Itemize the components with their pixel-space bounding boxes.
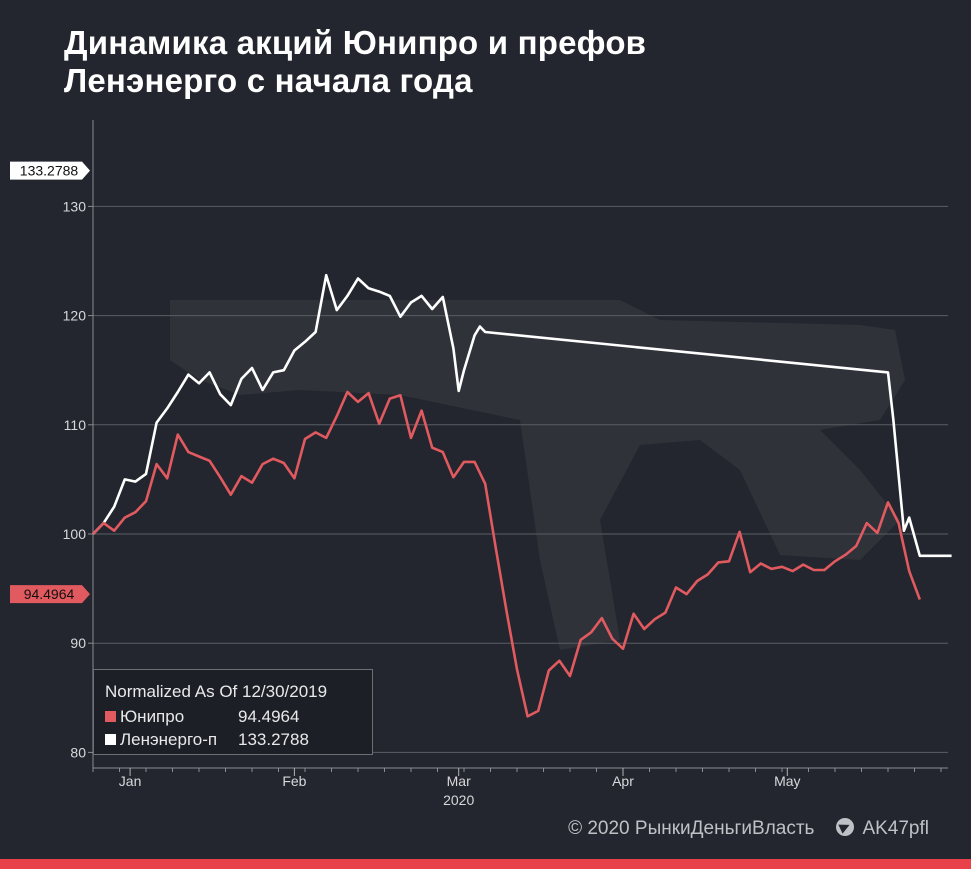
legend-item-lenenergo: Ленэнерго-п 133.2788 — [105, 730, 309, 750]
y-tick-label-100: 100 — [63, 526, 87, 542]
footer-credits: © 2020 РынкиДеньгиВласть AK47pfl — [568, 818, 929, 840]
y-tick-label-130: 130 — [63, 198, 87, 214]
x-tick-label-apr: Apr — [612, 773, 634, 789]
chart-legend: Normalized As Of 12/30/2019 Юнипро 94.496… — [93, 669, 373, 755]
y-tick-label-90: 90 — [70, 635, 86, 651]
telegram-channel-link[interactable]: AK47pfl — [862, 818, 929, 839]
x-tick-label-mar: Mar — [447, 773, 471, 789]
watermark-silhouette — [170, 300, 905, 650]
last-value-tag-lenenergo-shape — [10, 161, 90, 180]
last-value-tag-unipro-shape — [10, 585, 90, 604]
last-value-tag-lenenergo: 133.2788 — [20, 163, 79, 179]
legend-value-unipro: 94.4964 — [238, 707, 300, 726]
chart-title-line-2: Ленэнерго с начала года — [64, 62, 473, 99]
y-tick-label-80: 80 — [70, 744, 86, 760]
telegram-icon — [836, 818, 855, 836]
chart-title: Динамика акций Юнипро и префов Ленэнерго… — [64, 24, 646, 100]
brand-accent-bar — [0, 859, 971, 869]
y-tick-label-120: 120 — [63, 308, 87, 324]
x-tick-label-jan: Jan — [119, 773, 142, 789]
copyright-text: © 2020 РынкиДеньгиВласть — [568, 818, 815, 839]
chart-title-line-1: Динамика акций Юнипро и префов — [64, 24, 647, 61]
x-tick-label-may: May — [774, 773, 800, 789]
legend-swatch-lenenergo — [105, 734, 116, 745]
legend-label-unipro: Юнипро — [120, 707, 185, 726]
y-tick-label-110: 110 — [64, 417, 87, 433]
legend-label-lenenergo: Ленэнерго-п — [120, 730, 218, 749]
legend-swatch-unipro — [105, 711, 116, 722]
series-line-unipro — [92, 390, 922, 718]
legend-item-unipro: Юнипро 94.4964 — [105, 707, 299, 727]
legend-header: Normalized As Of 12/30/2019 — [105, 682, 328, 701]
x-year-label: 2020 — [443, 792, 474, 808]
series-line-lenenergo — [92, 273, 952, 558]
x-tick-label-feb: Feb — [282, 773, 306, 789]
legend-value-lenenergo: 133.2788 — [238, 730, 309, 749]
last-value-tag-unipro: 94.4964 — [24, 586, 75, 602]
